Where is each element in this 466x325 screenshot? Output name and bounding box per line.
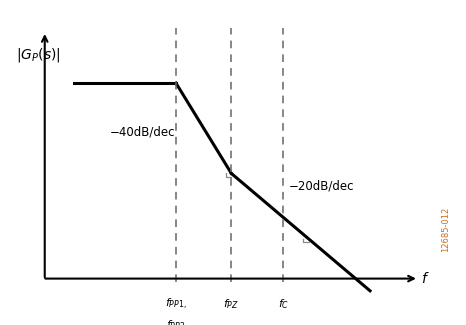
- Text: $f$: $f$: [421, 271, 430, 286]
- Text: $|G_P(s)|$: $|G_P(s)|$: [16, 46, 61, 64]
- Text: $f_{PZ}$: $f_{PZ}$: [223, 297, 240, 311]
- Text: $f_{PP2}$: $f_{PP2}$: [166, 318, 185, 325]
- Text: $f_C$: $f_C$: [278, 297, 289, 311]
- Text: $f_{PP1,}$: $f_{PP1,}$: [165, 297, 187, 312]
- Text: −20dB/dec: −20dB/dec: [289, 179, 354, 192]
- Text: 12685-012: 12685-012: [441, 207, 450, 252]
- Text: −40dB/dec: −40dB/dec: [110, 125, 175, 138]
